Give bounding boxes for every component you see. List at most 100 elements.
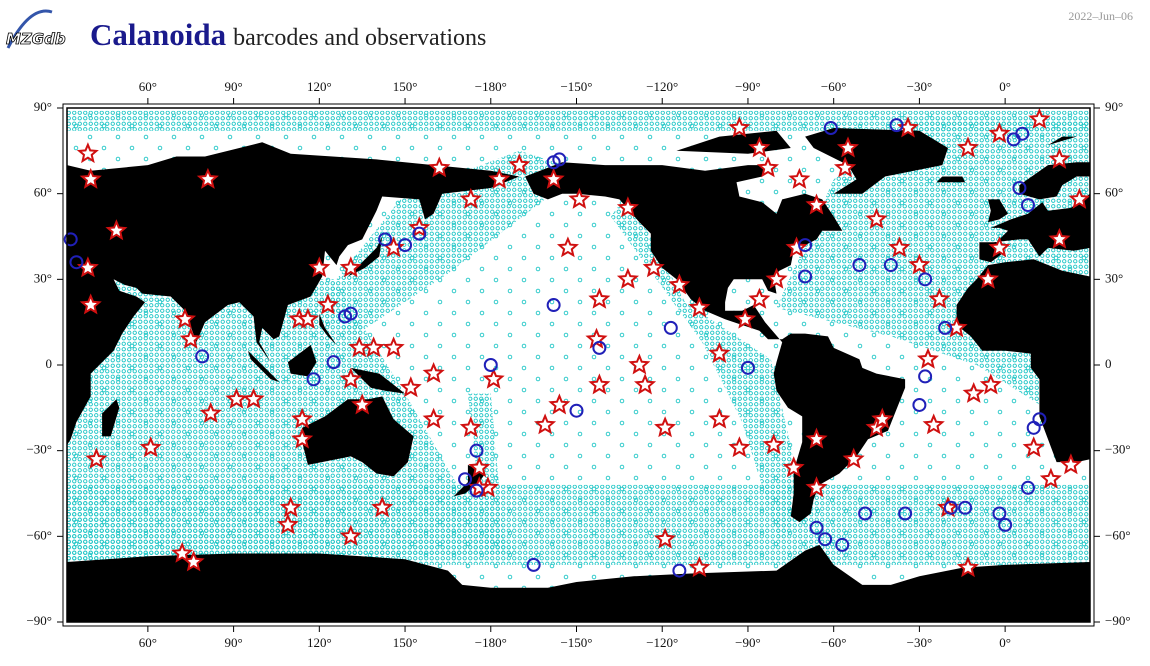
observation: [616, 267, 639, 289]
japan: [347, 236, 383, 277]
britain: [988, 199, 1008, 223]
y-tick-label: 0: [46, 356, 53, 371]
observation: [1068, 187, 1091, 209]
new-guinea: [350, 367, 405, 394]
observation: [339, 367, 362, 389]
x-tick-label: 60°: [139, 79, 157, 94]
y-tick-label: 30°: [34, 270, 52, 285]
observation: [179, 327, 202, 349]
ocean-samples: [776, 119, 1090, 437]
barcode: [378, 232, 393, 247]
barcode: [818, 532, 833, 547]
observation: [508, 153, 531, 175]
observation: [642, 256, 665, 278]
x-tick-label: −30°: [907, 79, 933, 94]
madagascar: [102, 399, 120, 437]
barcode: [798, 238, 813, 253]
x-tick-label: −120°: [646, 79, 678, 94]
date: 2022–Jun–06: [1068, 9, 1133, 23]
americas: [525, 162, 906, 523]
observation: [708, 407, 731, 429]
observation: [339, 256, 362, 278]
land: [67, 128, 1090, 622]
x-tick-label: 120°: [307, 635, 332, 650]
observation: [1039, 467, 1062, 489]
observation: [548, 393, 571, 415]
eurasia-africa: [67, 142, 520, 446]
observation: [242, 387, 265, 409]
y-tick-label: 90°: [34, 99, 52, 114]
ocean-samples: [67, 110, 1090, 131]
barcode: [958, 500, 973, 515]
observation: [399, 376, 422, 398]
observation: [734, 307, 757, 329]
barcode: [469, 483, 484, 498]
logo: MZGdb: [6, 9, 66, 49]
observation: [896, 116, 919, 138]
observation: [488, 167, 511, 189]
observation: [79, 293, 102, 315]
observation: [351, 393, 374, 415]
y-tick-label: −30°: [26, 442, 52, 457]
observation: [276, 513, 299, 535]
antarctica: [67, 544, 1090, 622]
barcode: [63, 232, 78, 247]
barcode: [569, 403, 584, 418]
x-tick-label: 150°: [393, 79, 418, 94]
observation: [805, 193, 828, 215]
barcode: [1015, 126, 1030, 141]
x-tick-label: 120°: [307, 79, 332, 94]
y-tick-label: 0: [1105, 356, 1112, 371]
x-tick-label: −60°: [821, 635, 847, 650]
scandinavia: [1019, 162, 1090, 200]
y-tick-label: −90°: [26, 613, 52, 628]
observation: [482, 367, 505, 389]
observation: [428, 156, 451, 178]
x-tick-label: 0°: [999, 635, 1011, 650]
observation: [371, 496, 394, 518]
barcode: [858, 506, 873, 521]
observation: [708, 342, 731, 364]
observation: [588, 373, 611, 395]
observation: [556, 236, 579, 258]
logo-swirl: [6, 9, 53, 49]
barcode: [663, 320, 678, 335]
ocean-samples: [610, 193, 806, 542]
observation: [782, 456, 805, 478]
observation: [976, 267, 999, 289]
barcode: [992, 506, 1007, 521]
observation: [888, 236, 911, 258]
observation: [459, 416, 482, 438]
observation: [922, 413, 945, 435]
x-tick-label: 0°: [999, 79, 1011, 94]
x-tick-label: 60°: [139, 635, 157, 650]
x-tick-label: −60°: [821, 79, 847, 94]
observation: [279, 496, 302, 518]
barcode: [546, 298, 561, 313]
barcode: [998, 517, 1013, 532]
x-tick-label: 90°: [224, 635, 242, 650]
barcode: [458, 472, 473, 487]
observation: [542, 167, 565, 189]
barcode: [823, 120, 838, 135]
observation: [654, 416, 677, 438]
barcode: [483, 358, 498, 372]
barcode: [306, 372, 321, 387]
observation: [422, 407, 445, 429]
map: [63, 107, 1091, 622]
observation: [762, 433, 785, 455]
observation: [728, 436, 751, 458]
observation: [836, 136, 859, 158]
ocean-samples: [467, 393, 506, 554]
observation: [196, 167, 219, 189]
observation: [728, 116, 751, 138]
observation: [788, 167, 811, 189]
x-tick-label: −90°: [735, 79, 761, 94]
observation: [588, 287, 611, 309]
observation: [936, 496, 959, 518]
x-tick-label: 90°: [224, 79, 242, 94]
barcode: [898, 506, 913, 521]
barcode: [852, 258, 867, 273]
barcode: [398, 238, 413, 253]
